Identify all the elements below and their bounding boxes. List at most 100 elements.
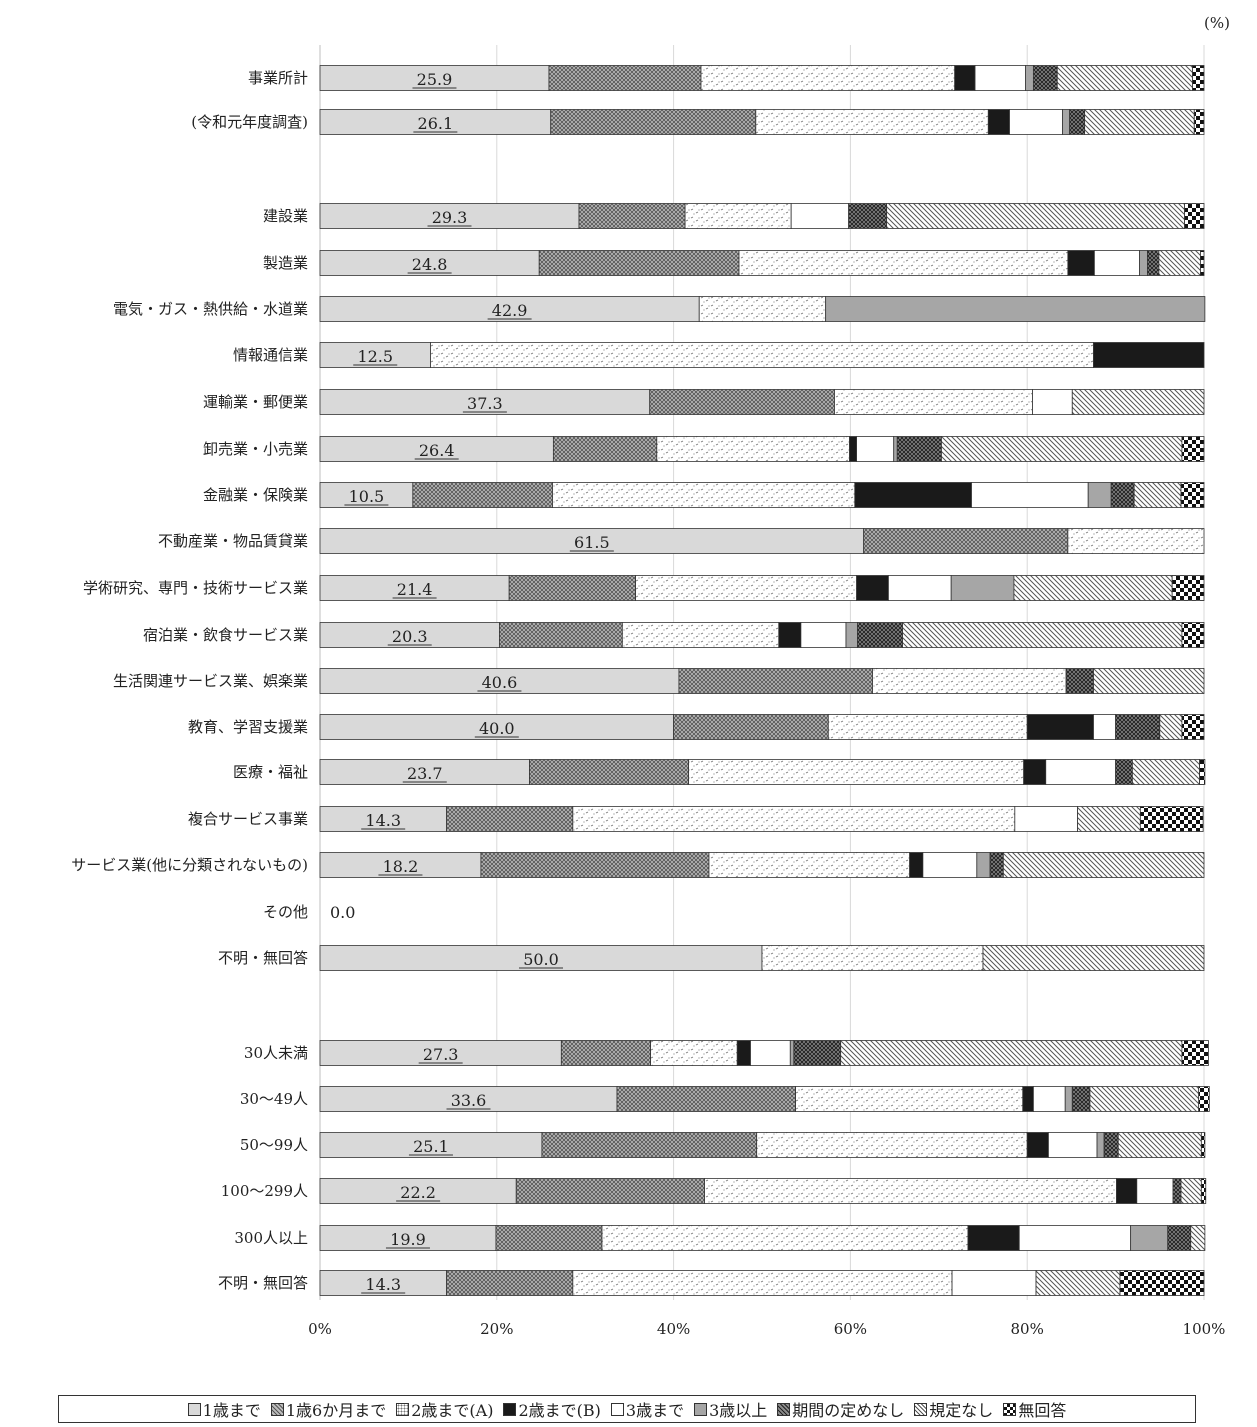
bar-segment xyxy=(738,250,1069,276)
bar-segment xyxy=(755,109,989,135)
value-label: 12.5 xyxy=(357,347,393,366)
bar-segment xyxy=(941,436,1183,462)
bar-segment xyxy=(888,575,952,601)
bar-segment xyxy=(971,482,1089,508)
bar-segment xyxy=(319,482,414,508)
legend-item: 期間の定めなし xyxy=(777,1397,904,1421)
bar-segment xyxy=(1093,342,1205,368)
bar-segment xyxy=(319,668,680,694)
bar-segment xyxy=(976,852,991,878)
bar-segment xyxy=(548,65,702,91)
bar-segment xyxy=(1171,575,1205,601)
legend-item: 無回答 xyxy=(1003,1397,1066,1421)
bar-segment xyxy=(789,1040,795,1066)
bar-segment xyxy=(987,109,1010,135)
bar-segment xyxy=(1181,714,1205,740)
bar-segment xyxy=(967,1225,1020,1251)
bar-segment xyxy=(790,203,850,229)
bar-segment xyxy=(1023,759,1047,785)
category-label: 生活関連サービス業、娯楽業 xyxy=(113,672,308,690)
value-label: 37.3 xyxy=(467,394,503,413)
bar-segment xyxy=(578,203,686,229)
value-label: 40.6 xyxy=(482,673,518,692)
bar-segment xyxy=(863,528,1069,554)
bar-segment xyxy=(1013,575,1173,601)
value-label: 23.7 xyxy=(407,764,443,783)
bar-segment xyxy=(621,622,780,648)
value-label: 50.0 xyxy=(523,950,559,969)
bar-segment xyxy=(1062,109,1071,135)
legend-swatch xyxy=(914,1402,928,1416)
bar-segment xyxy=(793,1040,842,1066)
value-label: 26.1 xyxy=(418,114,454,133)
value-label: 29.3 xyxy=(432,208,468,227)
value-label: 18.2 xyxy=(383,857,419,876)
bar-segment xyxy=(1119,1270,1205,1296)
bar-segment xyxy=(515,1178,705,1204)
stacked-bar-chart: 事業所計 (令和元年度調査) 建設業製造業電気・ガス・熱供給・水道業情報通信業運輸業… xyxy=(71,14,1230,1338)
bar-segment xyxy=(1172,1178,1182,1204)
category-label: 金融業・保険業 xyxy=(203,486,308,504)
bar-segment xyxy=(827,714,1028,740)
x-tick-label: 0% xyxy=(308,1320,332,1338)
legend-label: 3歳まで xyxy=(625,1401,685,1420)
bar-segment xyxy=(319,1225,497,1251)
bar-segment xyxy=(319,945,763,971)
category-label: 電気・ガス・熱供給・水道業 xyxy=(113,300,308,318)
bar-segment xyxy=(872,668,1067,694)
bar-segment xyxy=(1115,759,1133,785)
legend-swatch xyxy=(777,1402,791,1416)
bar-segment xyxy=(1067,528,1205,554)
category-label: 医療・福祉 xyxy=(233,763,308,781)
bar-segment xyxy=(649,389,835,415)
bar-segment xyxy=(678,668,873,694)
value-label: 27.3 xyxy=(423,1045,459,1064)
legend-swatch xyxy=(610,1402,624,1416)
bar-segment xyxy=(319,1132,543,1158)
value-label: 61.5 xyxy=(574,533,610,552)
bar-segment xyxy=(1193,109,1205,135)
bar-segment xyxy=(1014,806,1078,832)
bar-segment xyxy=(1018,1225,1132,1251)
x-tick-label: 20% xyxy=(480,1320,513,1338)
bar-segment xyxy=(1103,1132,1119,1158)
bar-segment xyxy=(529,759,690,785)
bar-segment xyxy=(1096,1132,1105,1158)
bar-segment xyxy=(1089,1086,1200,1112)
legend-label: 1歳6か月まで xyxy=(285,1401,387,1420)
value-label: 10.5 xyxy=(349,487,385,506)
x-tick-label: 60% xyxy=(834,1320,867,1338)
bar-segment xyxy=(950,575,1015,601)
bar-segment xyxy=(1032,389,1073,415)
bar-segment xyxy=(684,203,792,229)
bar-segment xyxy=(1199,759,1206,785)
bar-segment xyxy=(1025,65,1034,91)
value-label: 26.4 xyxy=(419,441,455,460)
bar-segment xyxy=(319,342,431,368)
bar-segment xyxy=(319,852,482,878)
bar-segment xyxy=(708,852,911,878)
bar-segment xyxy=(319,250,540,276)
bar-segment xyxy=(616,1086,796,1112)
bar-segment xyxy=(1117,1132,1202,1158)
legend: 1歳まで 1歳6か月まで 2歳まで(A) 2歳まで(B) 3歳まで 3歳以上 期間の定めなし… xyxy=(58,1395,1196,1423)
bar-segment xyxy=(1130,1225,1169,1251)
value-label: 42.9 xyxy=(492,301,528,320)
bar-segment xyxy=(1147,250,1160,276)
bar-segment xyxy=(1032,65,1058,91)
legend-item: 2歳まで(A) xyxy=(396,1397,493,1421)
bar-segment xyxy=(319,65,550,91)
value-label: 20.3 xyxy=(392,627,428,646)
value-label: 25.1 xyxy=(413,1137,449,1156)
legend-label: 1歳まで xyxy=(202,1401,261,1420)
value-label: 21.4 xyxy=(397,580,433,599)
category-label: (令和元年度調査) xyxy=(191,113,308,131)
x-tick-label: 40% xyxy=(657,1320,690,1338)
category-label: 教育、学習支援業 xyxy=(188,718,308,736)
category-label: 建設業 xyxy=(263,207,308,225)
bar-segment xyxy=(1200,1132,1206,1158)
value-label: 40.0 xyxy=(479,719,515,738)
bar-segment xyxy=(893,436,898,462)
bar-segment xyxy=(1093,250,1140,276)
bar-segment xyxy=(1026,714,1094,740)
